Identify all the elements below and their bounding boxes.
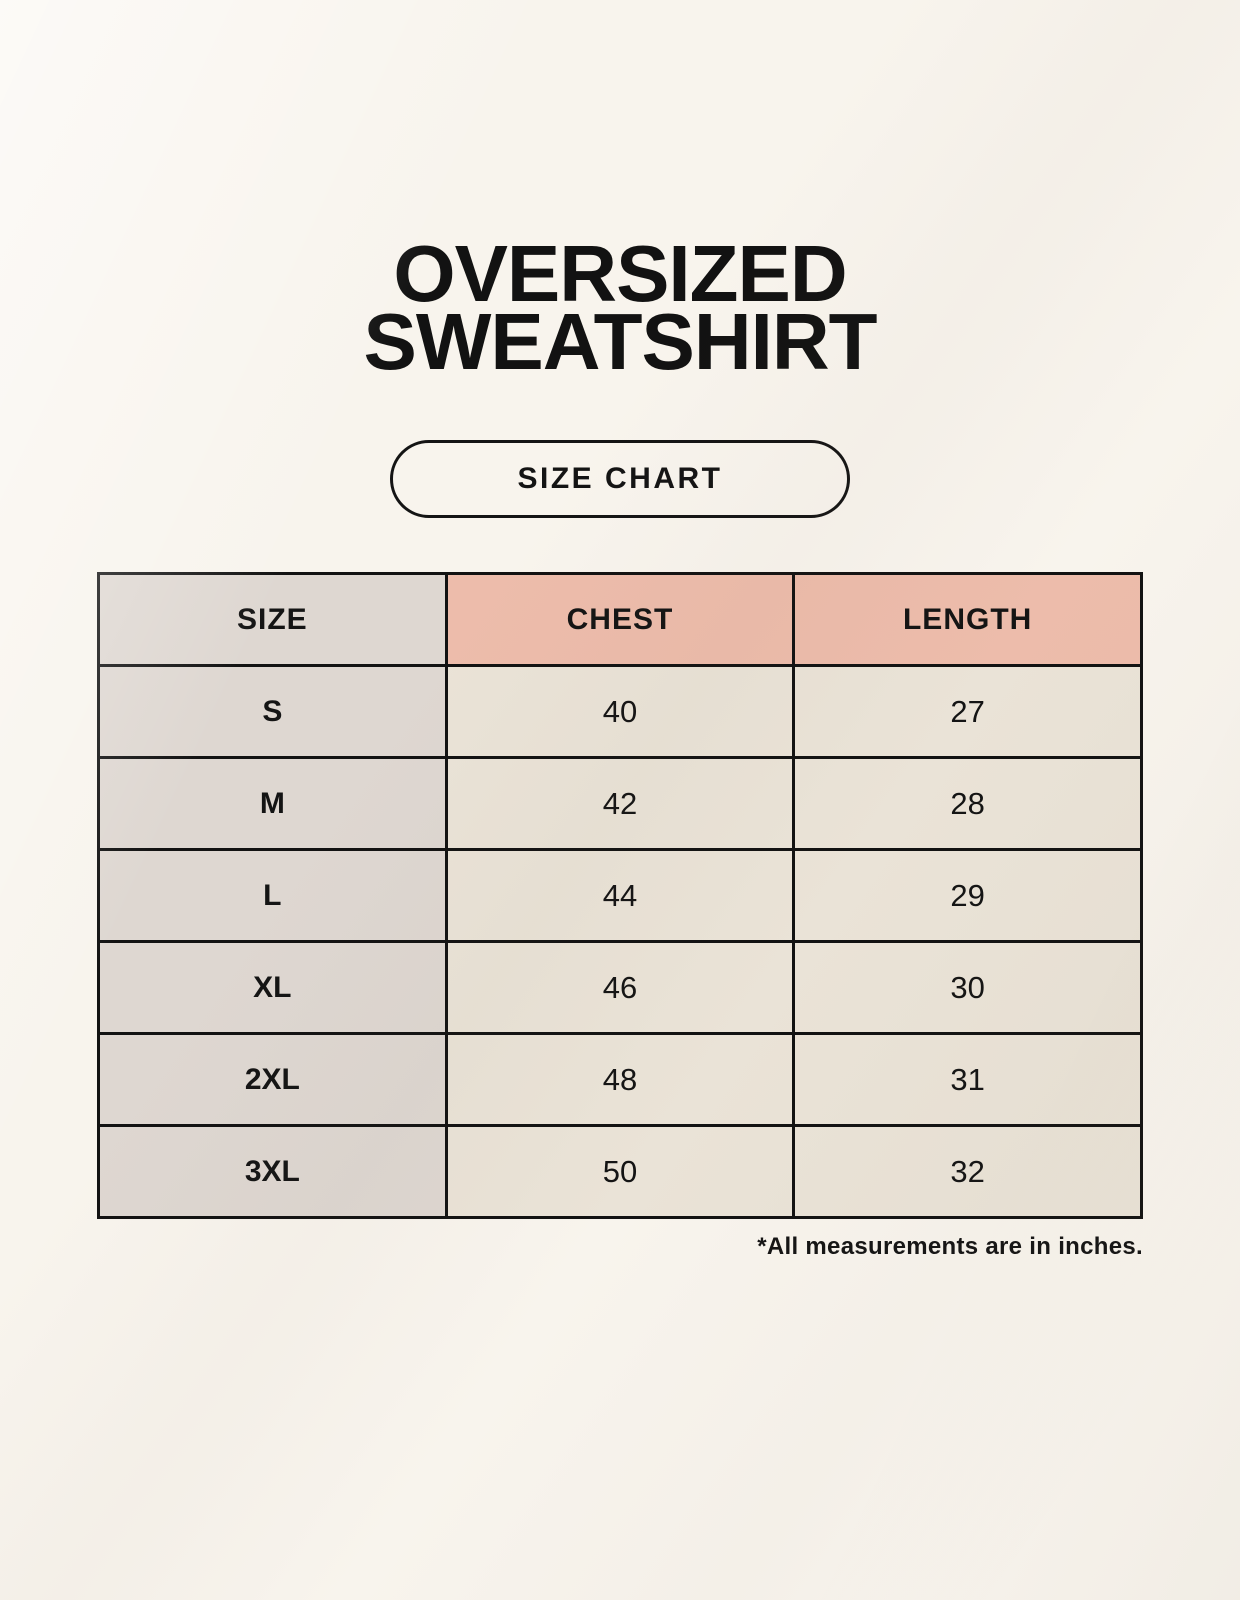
table-row: L 44 29 (97, 848, 1143, 943)
table-row: M 42 28 (97, 756, 1143, 851)
size-chart-button[interactable]: SIZE CHART (390, 440, 850, 518)
size-chart-button-label: SIZE CHART (517, 462, 723, 495)
measurements-footnote: *All measurements are in inches. (757, 1233, 1143, 1260)
chest-value: 48 (444, 1032, 796, 1127)
size-label: L (97, 848, 448, 943)
size-chart-table: SIZE CHEST LENGTH S 40 27 M 42 28 L 44 2… (97, 572, 1143, 1219)
size-label: M (97, 756, 448, 851)
table-row: XL 46 30 (97, 940, 1143, 1035)
size-label: 2XL (97, 1032, 448, 1127)
length-value: 30 (792, 940, 1143, 1035)
length-value: 31 (792, 1032, 1143, 1127)
chest-value: 42 (444, 756, 796, 851)
table-header-row: SIZE CHEST LENGTH (97, 572, 1143, 667)
column-header-chest: CHEST (444, 572, 796, 667)
table-row: 2XL 48 31 (97, 1032, 1143, 1127)
length-value: 29 (792, 848, 1143, 943)
page-title: OVERSIZED SWEATSHIRT (0, 0, 1240, 386)
chest-value: 46 (444, 940, 796, 1035)
size-label: XL (97, 940, 448, 1035)
column-header-length: LENGTH (792, 572, 1143, 667)
size-label: 3XL (97, 1124, 448, 1219)
chest-value: 50 (444, 1124, 796, 1219)
title-line-2: SWEATSHIRT (363, 297, 878, 386)
chest-value: 44 (444, 848, 796, 943)
table-row: 3XL 50 32 (97, 1124, 1143, 1219)
length-value: 27 (792, 664, 1143, 759)
table-row: S 40 27 (97, 664, 1143, 759)
size-label: S (97, 664, 448, 759)
length-value: 32 (792, 1124, 1143, 1219)
chest-value: 40 (444, 664, 796, 759)
length-value: 28 (792, 756, 1143, 851)
column-header-size: SIZE (97, 572, 448, 667)
